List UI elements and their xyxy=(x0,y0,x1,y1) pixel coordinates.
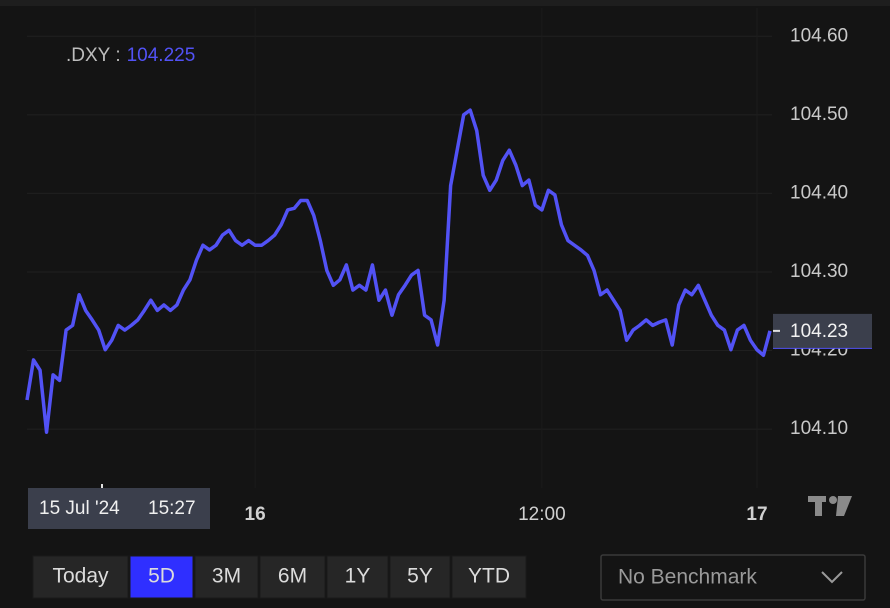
range-button[interactable] xyxy=(259,555,326,599)
crosshair-date: 15 Jul '24 xyxy=(39,498,120,519)
range-button[interactable] xyxy=(32,555,129,599)
range-button[interactable] xyxy=(129,555,194,599)
range-button-label: 5Y xyxy=(407,565,433,588)
y-tick-label: 104.30 xyxy=(790,261,848,282)
legend-separator: : xyxy=(115,45,120,66)
y-tick-label: 104.40 xyxy=(790,182,848,203)
range-button[interactable] xyxy=(451,555,527,599)
dropdown-chevron xyxy=(821,571,843,584)
y-tick-label: 104.60 xyxy=(790,25,848,46)
legend-symbol: .DXY xyxy=(66,45,111,66)
x-tick-label: 12:00 xyxy=(518,504,566,525)
x-tick-label: 17 xyxy=(746,504,767,525)
range-button-label: Today xyxy=(52,565,109,588)
crosshair-time: 15:27 xyxy=(148,498,196,519)
range-button-label: YTD xyxy=(468,565,510,588)
range-button-label: 6M xyxy=(278,565,307,588)
legend: .DXY:104.225 xyxy=(66,45,195,66)
plot xyxy=(25,108,772,434)
benchmark-dropdown[interactable] xyxy=(600,554,866,601)
price-line xyxy=(25,108,772,434)
crosshair-box xyxy=(28,488,210,529)
range-button[interactable] xyxy=(389,555,451,599)
legend-value: 104.225 xyxy=(127,45,196,66)
range-button-label: 5D xyxy=(148,565,175,588)
range-button[interactable] xyxy=(194,555,259,599)
range-button-label: 1Y xyxy=(345,565,371,588)
benchmark-label: No Benchmark xyxy=(618,566,757,589)
logo xyxy=(808,496,852,516)
grid xyxy=(27,8,772,488)
range-button[interactable] xyxy=(326,555,389,599)
top-bar xyxy=(0,0,890,6)
y-tick-label: 104.50 xyxy=(790,104,848,125)
range-controls: Today 5D 3M 6M 1Y 5Y YTD xyxy=(32,555,527,599)
y-tick-label: 104.10 xyxy=(790,418,848,439)
x-tick-label: 16 xyxy=(245,504,266,525)
last-price-tag xyxy=(773,313,872,348)
last-price-label: 104.23 xyxy=(790,321,848,342)
range-button-label: 3M xyxy=(212,565,241,588)
